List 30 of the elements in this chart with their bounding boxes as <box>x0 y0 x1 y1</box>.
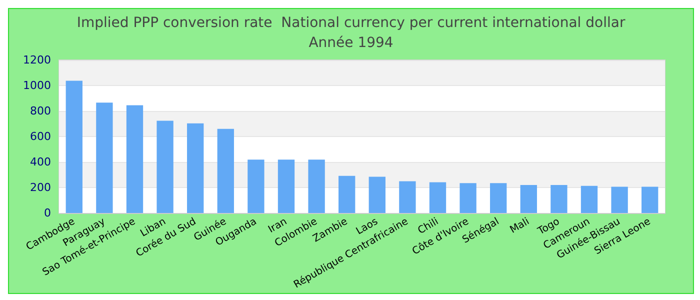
bar <box>308 160 325 213</box>
bar <box>156 120 174 213</box>
chart-subtitle: Année 1994 <box>308 35 394 51</box>
y-tick-label: 0 <box>44 206 51 220</box>
bar <box>248 160 264 213</box>
y-tick-label: 200 <box>30 181 51 194</box>
chart-title: Implied PPP conversion rate National currency per current international dollar <box>76 15 626 31</box>
bar <box>490 183 507 213</box>
bar <box>580 186 598 213</box>
bar <box>642 186 658 213</box>
bar <box>126 105 144 213</box>
y-tick-label: 600 <box>30 130 51 143</box>
y-tick-label: 1000 <box>23 79 51 92</box>
x-tick-label: Mali <box>508 216 532 236</box>
bar <box>96 102 113 213</box>
bar <box>399 181 416 213</box>
bar <box>429 182 446 213</box>
bar <box>278 160 295 213</box>
bar <box>338 176 356 213</box>
y-tick-label: 800 <box>30 104 51 118</box>
y-tick-label: 400 <box>30 156 51 168</box>
bar <box>520 184 537 213</box>
bar <box>460 183 476 213</box>
bar <box>217 128 234 213</box>
bar <box>368 176 386 213</box>
y-tick-label: 1200 <box>23 54 51 66</box>
bar <box>550 184 568 213</box>
bar <box>187 123 204 213</box>
bar <box>66 80 82 213</box>
bar <box>611 186 628 213</box>
